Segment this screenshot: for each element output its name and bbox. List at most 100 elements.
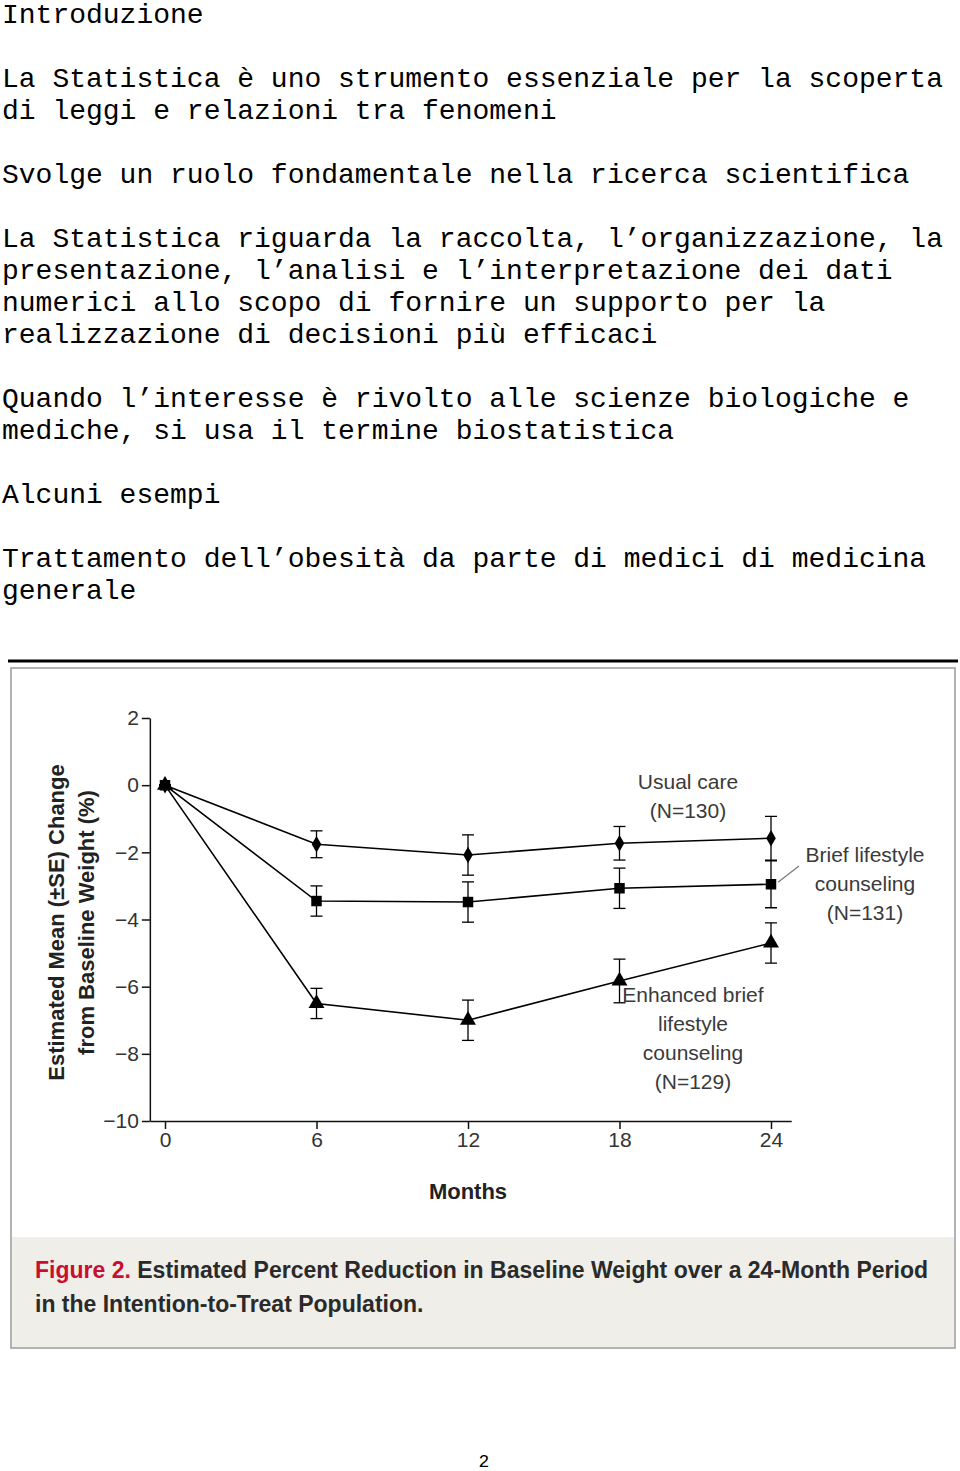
error-cap bbox=[765, 860, 777, 861]
series bbox=[157, 776, 779, 1040]
marker bbox=[312, 836, 322, 853]
tick-label: 6 bbox=[311, 1128, 323, 1151]
caption-background bbox=[12, 1237, 954, 1347]
y-axis: 2 0 −2 −4 −6 −8 −10 bbox=[103, 706, 150, 1132]
tick-label: 2 bbox=[127, 706, 139, 729]
tick-mark bbox=[142, 1054, 150, 1056]
tick-label: −6 bbox=[115, 975, 139, 998]
error-cap bbox=[311, 988, 323, 989]
error-cap bbox=[614, 859, 626, 860]
paragraph: Alcuni esempi bbox=[2, 480, 957, 512]
paragraph: Trattamento dell’obesità da parte di med… bbox=[2, 544, 957, 608]
marker bbox=[309, 994, 325, 1008]
tick: −10 bbox=[103, 1109, 150, 1132]
error-cap bbox=[311, 830, 323, 831]
tick: −4 bbox=[115, 908, 150, 931]
series-label: Brief lifestylecounseling(N=131) bbox=[805, 843, 924, 924]
tick-label: −2 bbox=[115, 841, 139, 864]
error-cap bbox=[311, 915, 323, 916]
tick: 2 bbox=[127, 706, 150, 729]
paragraph: La Statistica riguarda la raccolta, l’or… bbox=[2, 224, 957, 352]
tick: 24 bbox=[760, 1121, 784, 1151]
error-cap bbox=[462, 834, 474, 835]
axis-line bbox=[150, 1121, 791, 1123]
error-bar bbox=[311, 886, 323, 916]
tick: 0 bbox=[160, 1121, 172, 1151]
tick: −6 bbox=[115, 975, 150, 998]
tick: 18 bbox=[608, 1121, 631, 1151]
error-cap bbox=[462, 1040, 474, 1041]
tick-label: 0 bbox=[127, 773, 139, 796]
error-cap bbox=[765, 816, 777, 817]
marker bbox=[614, 883, 624, 893]
plot-area bbox=[157, 776, 779, 1040]
caption: Figure 2. Estimated Percent Reduction in… bbox=[35, 1257, 928, 1317]
tick: 12 bbox=[457, 1121, 480, 1151]
error-bar bbox=[462, 835, 474, 875]
error-cap bbox=[462, 881, 474, 882]
error-bar bbox=[765, 816, 777, 860]
rule bbox=[8, 660, 958, 663]
heading: Introduzione bbox=[2, 0, 957, 32]
tick-label: 12 bbox=[457, 1128, 480, 1151]
series bbox=[159, 780, 777, 922]
tick-mark bbox=[142, 718, 150, 720]
error-cap bbox=[614, 826, 626, 827]
tick-mark bbox=[142, 852, 150, 854]
document-text: Introduzione La Statistica è uno strument… bbox=[2, 0, 957, 640]
x-axis-title: Months bbox=[429, 1179, 507, 1204]
error-cap bbox=[765, 963, 777, 964]
figure: 20−2−4−6−8−1006121824Estimated Mean (±SE… bbox=[0, 0, 960, 1471]
error-cap bbox=[311, 857, 323, 858]
error-bar bbox=[462, 882, 474, 922]
tick-mark bbox=[142, 785, 150, 787]
error-bar bbox=[614, 868, 626, 908]
error-cap bbox=[462, 922, 474, 923]
tick-label: 18 bbox=[608, 1128, 631, 1151]
marker bbox=[463, 897, 473, 907]
leader-line bbox=[778, 866, 799, 882]
tick-mark bbox=[142, 919, 150, 921]
error-cap bbox=[311, 1018, 323, 1019]
series-label: Enhanced brieflifestylecounseling(N=129) bbox=[622, 983, 763, 1093]
page: {"document": { "heading": "Introduzione"… bbox=[0, 0, 960, 1471]
tick-label: −4 bbox=[115, 908, 139, 931]
tick-mark bbox=[142, 986, 150, 988]
marker bbox=[615, 835, 625, 852]
tick: −2 bbox=[115, 841, 150, 864]
series-line bbox=[165, 785, 771, 1020]
error-cap bbox=[765, 859, 777, 860]
figure-panel bbox=[11, 668, 955, 1348]
marker bbox=[766, 830, 776, 847]
tick-label: 0 bbox=[160, 1128, 172, 1151]
page-number: 2 bbox=[0, 1450, 960, 1471]
error-bar bbox=[765, 861, 777, 908]
error-cap bbox=[462, 999, 474, 1000]
paragraph: La Statistica è uno strumento essenziale… bbox=[2, 64, 957, 128]
error-cap bbox=[614, 867, 626, 868]
marker bbox=[763, 934, 779, 948]
series-label: Usual care(N=130) bbox=[638, 770, 738, 822]
error-bar bbox=[614, 826, 626, 860]
tick-label: −8 bbox=[115, 1042, 139, 1065]
tick: −8 bbox=[115, 1042, 150, 1065]
tick: 6 bbox=[311, 1121, 323, 1151]
error-cap bbox=[614, 958, 626, 959]
tick-mark bbox=[142, 1121, 150, 1123]
error-cap bbox=[765, 922, 777, 923]
marker bbox=[463, 847, 473, 864]
tick-label: −10 bbox=[103, 1109, 139, 1132]
error-cap bbox=[614, 908, 626, 909]
error-cap bbox=[311, 885, 323, 886]
x-axis: 0 6 12 18 24 bbox=[150, 1121, 791, 1151]
marker bbox=[766, 879, 776, 889]
tick: 0 bbox=[127, 773, 150, 796]
marker bbox=[311, 896, 321, 906]
error-bar bbox=[311, 831, 323, 858]
tick-label: 24 bbox=[760, 1128, 784, 1151]
marker bbox=[157, 776, 173, 790]
marker bbox=[460, 1011, 476, 1025]
error-cap bbox=[462, 875, 474, 876]
paragraph: Svolge un ruolo fondamentale nella ricer… bbox=[2, 160, 957, 192]
paragraph: Quando l’interesse è rivolto alle scienz… bbox=[2, 384, 957, 448]
